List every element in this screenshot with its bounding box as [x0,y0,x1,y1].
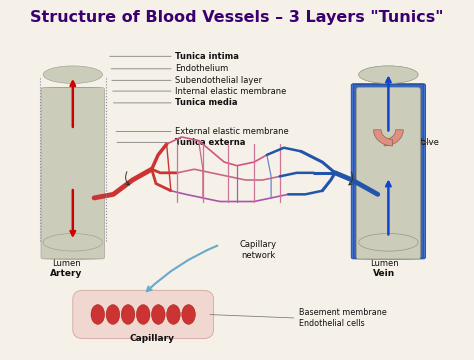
Ellipse shape [55,237,91,248]
FancyBboxPatch shape [360,87,416,259]
Ellipse shape [363,235,414,250]
Ellipse shape [378,72,399,78]
Ellipse shape [59,238,87,247]
Text: Subendothelial layer: Subendothelial layer [175,76,262,85]
FancyBboxPatch shape [368,87,409,259]
Text: Structure of Blood Vessels – 3 Layers "Tunics": Structure of Blood Vessels – 3 Layers "T… [30,10,444,24]
Ellipse shape [359,234,418,251]
Ellipse shape [366,236,410,249]
Ellipse shape [106,305,120,324]
Text: Lumen: Lumen [52,259,81,268]
FancyBboxPatch shape [372,87,405,259]
Text: Basement membrane
Endothelial cells: Basement membrane Endothelial cells [299,309,387,328]
FancyBboxPatch shape [376,87,401,259]
Ellipse shape [363,67,414,82]
FancyBboxPatch shape [41,87,105,259]
Ellipse shape [91,305,105,324]
Bar [354,84,423,257]
Text: Tunica media: Tunica media [175,98,237,107]
Ellipse shape [374,71,402,79]
FancyBboxPatch shape [365,87,412,259]
Ellipse shape [137,305,150,324]
Text: Endothelium: Endothelium [175,64,228,73]
FancyBboxPatch shape [356,87,420,259]
Text: External elastic membrane: External elastic membrane [175,127,289,136]
Ellipse shape [370,69,406,80]
Ellipse shape [374,71,402,79]
Ellipse shape [47,235,99,250]
Text: Tunica intima: Tunica intima [175,52,239,61]
FancyBboxPatch shape [53,87,93,259]
FancyBboxPatch shape [45,87,101,259]
Text: Internal elastic membrane: Internal elastic membrane [175,86,287,95]
Ellipse shape [378,239,399,245]
Ellipse shape [366,68,410,81]
FancyBboxPatch shape [49,87,97,259]
FancyBboxPatch shape [376,87,401,259]
Ellipse shape [374,238,402,247]
Ellipse shape [121,305,135,324]
FancyBboxPatch shape [368,87,409,259]
Ellipse shape [51,68,95,81]
FancyBboxPatch shape [351,84,426,259]
Ellipse shape [378,72,399,78]
Ellipse shape [51,236,95,249]
FancyBboxPatch shape [365,87,412,259]
Ellipse shape [370,69,406,80]
Ellipse shape [370,237,406,248]
Ellipse shape [374,238,402,247]
Text: Vein: Vein [373,269,395,278]
Text: Valve: Valve [417,138,439,147]
Text: Tunica externa: Tunica externa [175,138,246,147]
FancyBboxPatch shape [61,87,85,259]
Ellipse shape [63,239,83,245]
Ellipse shape [359,66,418,84]
Ellipse shape [63,72,83,78]
Ellipse shape [59,71,87,79]
Ellipse shape [359,66,418,84]
Ellipse shape [378,239,399,245]
FancyBboxPatch shape [356,87,420,259]
FancyBboxPatch shape [372,87,405,259]
FancyBboxPatch shape [360,87,416,259]
Ellipse shape [366,236,410,249]
Text: Capillary
network: Capillary network [240,240,277,260]
FancyBboxPatch shape [56,87,89,259]
Text: Capillary: Capillary [129,334,174,343]
Text: Artery: Artery [50,269,82,278]
Text: Lumen: Lumen [370,259,399,268]
Wedge shape [374,130,392,146]
Ellipse shape [363,67,414,82]
Wedge shape [384,130,403,146]
Ellipse shape [43,234,102,251]
Ellipse shape [363,235,414,250]
Ellipse shape [43,66,102,84]
Ellipse shape [370,237,406,248]
Ellipse shape [366,68,410,81]
Ellipse shape [152,305,165,324]
Ellipse shape [55,69,91,80]
Ellipse shape [182,305,195,324]
FancyBboxPatch shape [73,290,214,339]
Ellipse shape [47,67,99,82]
Ellipse shape [166,305,180,324]
Ellipse shape [359,234,418,251]
